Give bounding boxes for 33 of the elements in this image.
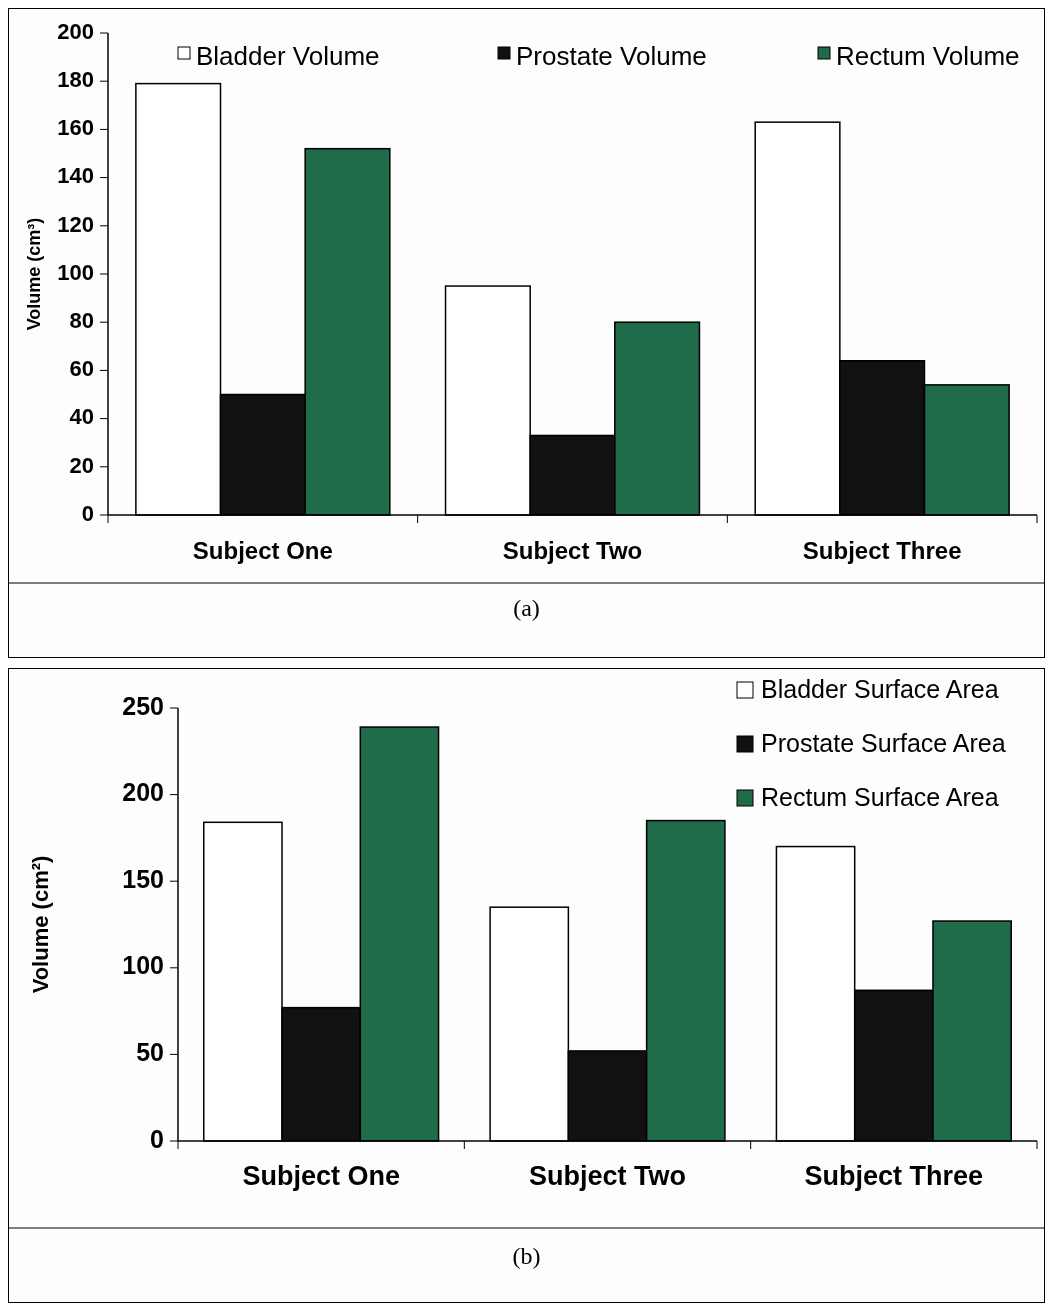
legend-label: Rectum Surface Area xyxy=(761,782,999,811)
y-tick-label: 120 xyxy=(57,211,94,237)
y-tick-label: 60 xyxy=(69,356,94,382)
y-axis-title: Volume (cm²) xyxy=(28,855,53,994)
y-tick-label: 180 xyxy=(57,67,94,93)
legend-label: Bladder Volume xyxy=(196,40,380,71)
y-tick-label: 20 xyxy=(69,452,94,478)
text: (b) xyxy=(512,1243,541,1269)
text: (a) xyxy=(513,595,540,621)
y-tick-label: 40 xyxy=(69,404,94,430)
x-tick-label: Subject One xyxy=(192,537,333,564)
legend-label: Prostate Surface Area xyxy=(761,728,1006,757)
y-tick-label: 140 xyxy=(57,163,94,189)
y-tick-label: 0 xyxy=(81,500,94,526)
y-tick-label: 100 xyxy=(122,951,164,980)
legend-label: Prostate Volume xyxy=(516,40,707,71)
x-tick-label: Subject Two xyxy=(502,537,643,564)
y-tick-label: 80 xyxy=(69,308,94,334)
y-tick-label: 200 xyxy=(57,18,94,44)
legend-label: Bladder Surface Area xyxy=(761,674,999,703)
y-tick-label: 200 xyxy=(122,778,164,807)
y-tick-label: 250 xyxy=(122,691,164,720)
legend-label: Rectum Volume xyxy=(836,40,1020,71)
y-tick-label: 50 xyxy=(136,1038,164,1067)
x-tick-label: Subject Three xyxy=(804,1161,984,1191)
y-axis-title: Volume (cm³) xyxy=(24,217,44,331)
x-tick-label: Subject Three xyxy=(802,537,962,564)
y-tick-label: 0 xyxy=(150,1124,164,1153)
x-tick-label: Subject One xyxy=(242,1161,400,1191)
y-tick-label: 160 xyxy=(57,115,94,141)
y-tick-label: 150 xyxy=(122,864,164,893)
y-tick-label: 100 xyxy=(57,259,94,285)
x-tick-label: Subject Two xyxy=(528,1161,687,1191)
